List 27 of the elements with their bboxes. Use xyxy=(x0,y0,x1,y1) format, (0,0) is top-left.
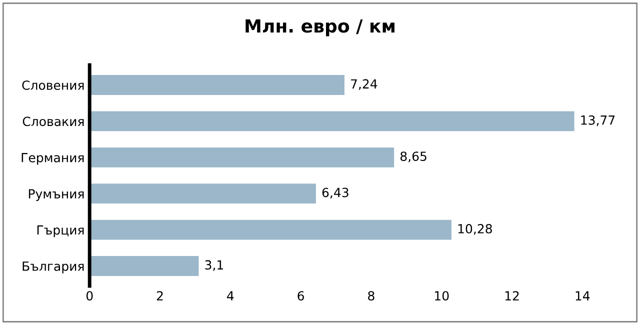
x-tick-label: 2 xyxy=(156,291,163,300)
data-label: 6,43 xyxy=(322,188,348,198)
bar xyxy=(90,147,394,168)
x-tick-label: 4 xyxy=(227,291,234,300)
x-tick-label: 12 xyxy=(505,291,519,300)
x-tick-label: 10 xyxy=(435,291,449,301)
x-tick-label: 0 xyxy=(86,291,93,301)
bar xyxy=(90,256,199,276)
bar xyxy=(90,220,452,240)
data-label: 7,24 xyxy=(351,79,378,90)
y-tick-label: Румъния xyxy=(28,189,84,201)
y-tick-label: Словения xyxy=(22,80,84,90)
bar xyxy=(90,184,316,204)
y-tick-label: България xyxy=(22,262,84,274)
y-tick-label: Словакия xyxy=(22,116,84,126)
bar xyxy=(90,111,574,132)
chart-title: Млн. евро / км xyxy=(246,19,394,36)
data-label: 10,28 xyxy=(458,224,492,235)
bar xyxy=(90,75,344,95)
y-tick-label: Германия xyxy=(22,153,84,165)
data-label: 13,77 xyxy=(581,115,615,126)
x-tick-label: 8 xyxy=(368,291,374,301)
data-label: 8,65 xyxy=(400,152,426,162)
x-tick-label: 6 xyxy=(298,291,304,301)
x-tick-label: 14 xyxy=(576,291,590,300)
data-label: 3,1 xyxy=(205,260,223,271)
y-tick-label: Гърция xyxy=(37,225,84,238)
